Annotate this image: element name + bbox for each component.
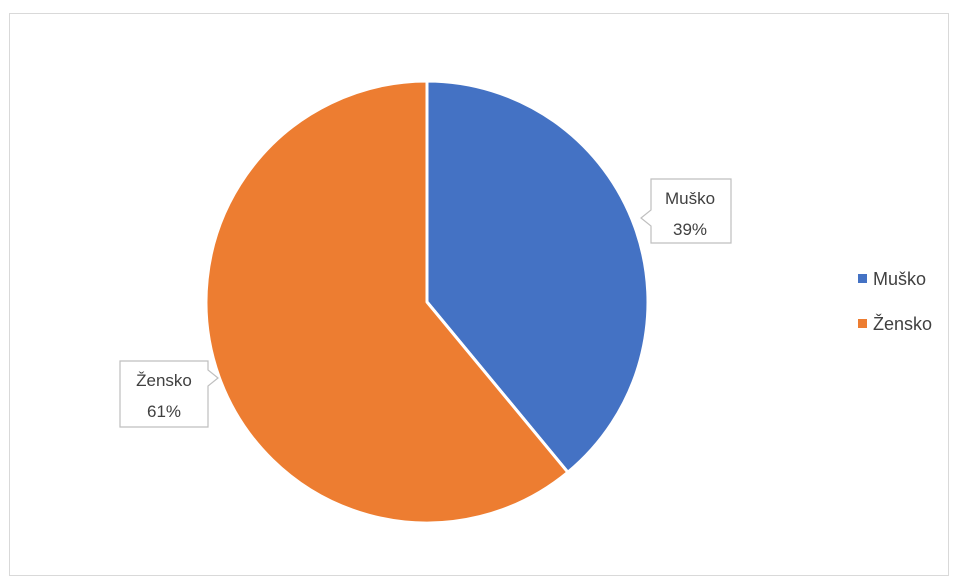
data-label-zensko: Žensko 61% (119, 360, 219, 428)
data-label-musko: Muško 39% (640, 178, 732, 244)
data-label-zensko-value: 61% (147, 402, 181, 421)
data-label-musko-category: Muško (665, 189, 715, 208)
legend-label-zensko: Žensko (873, 314, 932, 334)
legend-swatch-zensko (858, 319, 867, 328)
data-label-musko-callout (640, 178, 732, 244)
pie-slice-zensko (204, 79, 570, 525)
data-label-zensko-category: Žensko (136, 371, 192, 390)
data-label-musko-value: 39% (673, 220, 707, 239)
legend: Muško Žensko (858, 269, 932, 334)
legend-swatch-musko (858, 274, 867, 283)
pie-slice-musko (425, 79, 650, 474)
legend-label-musko: Muško (873, 269, 926, 289)
pie-slices (204, 79, 650, 525)
data-label-zensko-callout (119, 360, 219, 428)
